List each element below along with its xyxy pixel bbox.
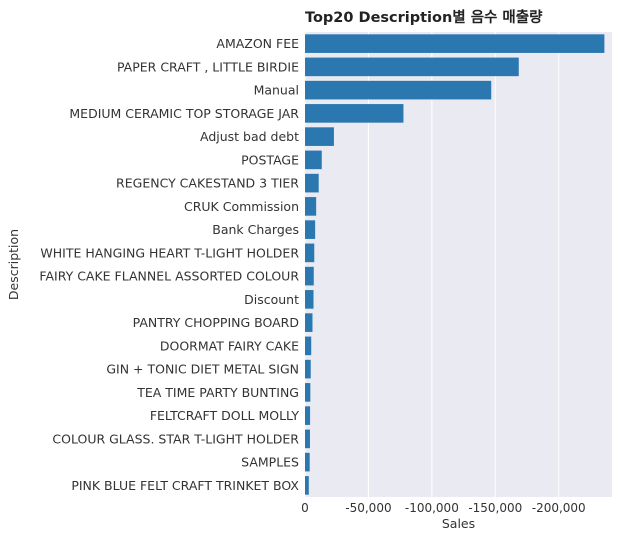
- category-label: WHITE HANGING HEART T-LIGHT HOLDER: [40, 245, 299, 260]
- category-label: REGENCY CAKESTAND 3 TIER: [116, 176, 299, 191]
- category-label: Adjust bad debt: [200, 129, 299, 144]
- x-tick-label: -50,000: [345, 501, 391, 515]
- bar: [305, 34, 605, 53]
- category-label: PINK BLUE FELT CRAFT TRINKET BOX: [71, 478, 299, 493]
- y-axis-label: Description: [6, 229, 21, 300]
- category-label: Manual: [254, 83, 299, 98]
- bar: [305, 313, 313, 332]
- bar: [305, 383, 311, 402]
- x-tick-label: -100,000: [405, 501, 459, 515]
- bar: [305, 336, 312, 356]
- category-label: MEDIUM CERAMIC TOP STORAGE JAR: [69, 106, 299, 121]
- bar: [305, 80, 492, 100]
- category-label: Bank Charges: [212, 222, 299, 237]
- x-tick-label: 0: [301, 501, 309, 515]
- bar: [305, 266, 314, 286]
- x-axis-label: Sales: [442, 516, 475, 531]
- category-label: PANTRY CHOPPING BOARD: [133, 315, 299, 330]
- x-tick-label: -150,000: [468, 501, 522, 515]
- bar: [305, 359, 311, 379]
- category-label: AMAZON FEE: [216, 36, 299, 51]
- plot-area: [305, 32, 612, 497]
- bars: [305, 34, 605, 495]
- bar: [305, 57, 519, 77]
- category-label: GIN + TONIC DIET METAL SIGN: [106, 362, 299, 377]
- category-label: DOORMAT FAIRY CAKE: [160, 338, 299, 353]
- category-label: COLOUR GLASS. STAR T-LIGHT HOLDER: [52, 431, 299, 446]
- x-tick-labels: 0 -50,000 -100,000 -150,000 -200,000: [301, 501, 586, 515]
- category-label: TEA TIME PARTY BUNTING: [136, 385, 299, 400]
- bar: [305, 173, 319, 193]
- bar: [305, 197, 317, 216]
- category-label: FELTCRAFT DOLL MOLLY: [150, 408, 300, 423]
- bar: [305, 406, 311, 425]
- bar: [305, 452, 310, 472]
- chart-title: Top20 Description별 음수 매출량: [305, 8, 543, 26]
- bar: [305, 243, 315, 263]
- bar: [305, 104, 404, 123]
- x-tick-label: -200,000: [532, 501, 586, 515]
- bar: [305, 429, 310, 449]
- category-label: POSTAGE: [241, 152, 299, 167]
- bar: [305, 476, 309, 495]
- bar: [305, 127, 334, 146]
- category-label: Discount: [244, 292, 299, 307]
- bar: [305, 220, 316, 239]
- bar: [305, 150, 322, 170]
- category-label: PAPER CRAFT , LITTLE BIRDIE: [117, 59, 299, 74]
- category-label: SAMPLES: [241, 455, 299, 470]
- category-labels: AMAZON FEE PAPER CRAFT , LITTLE BIRDIE Man…: [39, 36, 299, 493]
- category-label: CRUK Commission: [184, 199, 299, 214]
- category-label: FAIRY CAKE FLANNEL ASSORTED COLOUR: [39, 269, 299, 284]
- bar: [305, 290, 314, 309]
